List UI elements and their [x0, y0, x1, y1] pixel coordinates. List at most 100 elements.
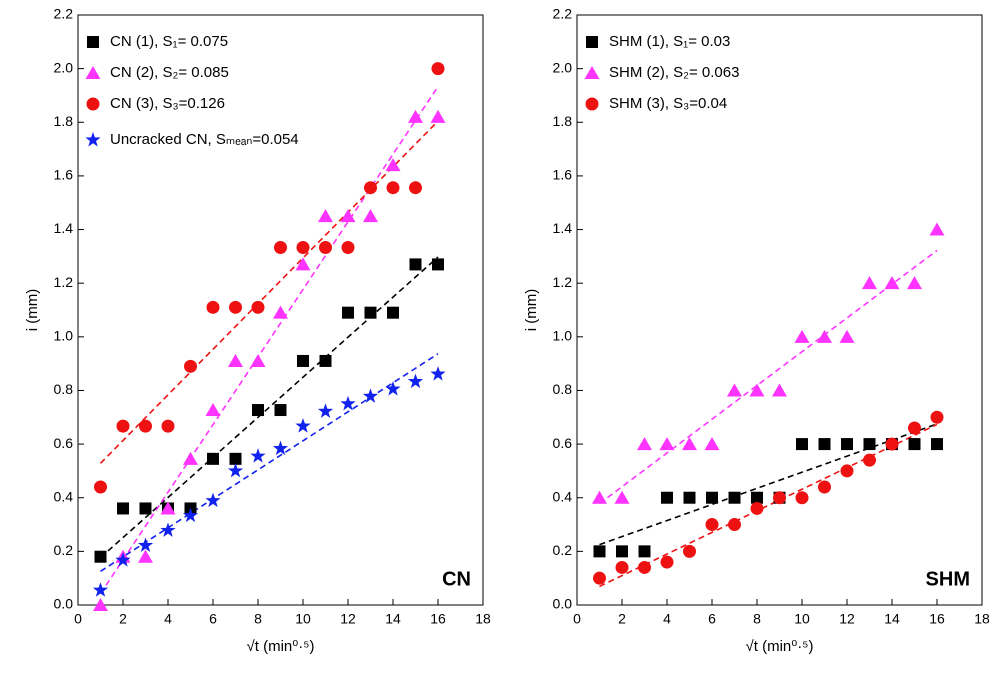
y-tick-label: 1.2 — [553, 274, 573, 290]
marker-star — [250, 448, 266, 463]
y-tick-label: 0.4 — [54, 488, 74, 504]
marker-square — [342, 306, 354, 319]
legend-label: CN (2), S₂= 0.085 — [110, 64, 229, 81]
y-tick-label: 0.4 — [553, 488, 573, 504]
marker-circle — [319, 241, 332, 255]
y-tick-label: 1.4 — [54, 220, 74, 236]
marker-square — [117, 502, 129, 515]
y-tick-label: 0.6 — [553, 435, 573, 451]
y-axis-label: i (mm) — [523, 289, 540, 331]
x-tick-label: 12 — [839, 611, 855, 627]
legend-label: Uncracked CN, Sₘₑₐₙ=0.054 — [110, 131, 299, 148]
legend-marker — [585, 97, 599, 111]
marker-circle — [409, 181, 422, 195]
x-axis-label: √t (min⁰·⁵) — [247, 638, 315, 655]
x-tick-label: 14 — [884, 611, 900, 627]
x-tick-label: 2 — [119, 611, 127, 627]
fit-line — [99, 86, 439, 595]
marker-circle — [818, 480, 831, 494]
legend-label: CN (1), S₁= 0.075 — [110, 33, 228, 50]
marker-triangle — [727, 383, 742, 397]
marker-star — [205, 492, 221, 508]
marker-square — [297, 354, 309, 367]
marker-circle — [296, 241, 310, 255]
marker-star — [317, 403, 334, 418]
y-axis-label: i (mm) — [24, 289, 41, 331]
marker-square — [683, 491, 696, 504]
x-tick-label: 8 — [753, 611, 761, 627]
legend-marker — [87, 36, 99, 48]
marker-triangle — [408, 109, 423, 123]
y-tick-label: 1.0 — [54, 328, 74, 344]
marker-square — [432, 258, 444, 271]
marker-star — [430, 366, 446, 381]
plot-frame — [77, 14, 484, 606]
marker-square — [661, 491, 673, 504]
y-tick-label: 0.2 — [54, 542, 74, 558]
y-tick-label: 0.2 — [553, 542, 573, 558]
marker-star — [137, 537, 154, 552]
legend-label: CN (3), S₃=0.126 — [110, 95, 225, 112]
marker-square — [638, 545, 651, 558]
marker-triangle — [839, 329, 855, 343]
marker-circle — [139, 419, 152, 433]
marker-square — [387, 306, 399, 319]
marker-square — [863, 438, 876, 451]
marker-square — [409, 258, 422, 271]
x-tick-label: 4 — [663, 611, 671, 627]
marker-star — [295, 418, 311, 433]
marker-circle — [683, 544, 696, 558]
x-tick-label: 6 — [209, 611, 217, 627]
marker-triangle — [295, 257, 311, 271]
marker-square — [728, 491, 741, 504]
marker-triangle — [340, 209, 356, 223]
y-tick-label: 2.0 — [54, 59, 74, 75]
y-tick-label: 2.2 — [54, 6, 74, 22]
marker-square — [818, 438, 831, 451]
y-tick-label: 0.0 — [54, 596, 74, 612]
y-tick-label: 1.2 — [54, 274, 74, 290]
marker-triangle — [363, 209, 378, 223]
marker-square — [139, 502, 152, 515]
marker-square — [252, 404, 264, 417]
marker-circle — [229, 300, 242, 314]
marker-triangle — [659, 437, 675, 451]
marker-circle — [615, 560, 629, 574]
marker-triangle — [929, 222, 945, 236]
marker-square — [364, 306, 377, 319]
marker-star — [92, 582, 109, 597]
marker-triangle — [205, 403, 221, 417]
marker-circle — [750, 501, 764, 515]
marker-circle — [251, 300, 265, 314]
marker-square — [616, 545, 628, 558]
marker-circle — [863, 453, 876, 467]
legend-marker — [85, 66, 101, 79]
x-tick-label: 10 — [794, 611, 810, 627]
legend-label: SHM (1), S₁= 0.03 — [609, 33, 730, 50]
marker-triangle — [907, 276, 922, 290]
x-tick-label: 12 — [340, 611, 356, 627]
marker-square — [593, 545, 606, 558]
marker-circle — [840, 464, 854, 478]
marker-triangle — [250, 353, 266, 367]
marker-triangle — [93, 598, 108, 611]
marker-triangle — [794, 329, 810, 343]
marker-circle — [930, 410, 944, 424]
fit-line — [599, 423, 938, 588]
y-tick-label: 0.8 — [553, 381, 573, 397]
marker-star — [115, 552, 131, 567]
y-tick-label: 1.6 — [54, 167, 74, 183]
marker-triangle — [273, 305, 288, 319]
fit-line — [599, 249, 938, 505]
y-tick-label: 1.8 — [54, 113, 74, 129]
y-tick-label: 0.6 — [54, 435, 74, 451]
marker-circle — [94, 480, 107, 494]
marker-square — [207, 452, 219, 465]
marker-square — [706, 491, 718, 504]
marker-star — [160, 522, 176, 537]
y-tick-label: 2.2 — [553, 6, 573, 22]
x-tick-label: 0 — [74, 611, 82, 627]
legend-marker — [584, 66, 600, 79]
y-tick-label: 1.8 — [553, 113, 573, 129]
